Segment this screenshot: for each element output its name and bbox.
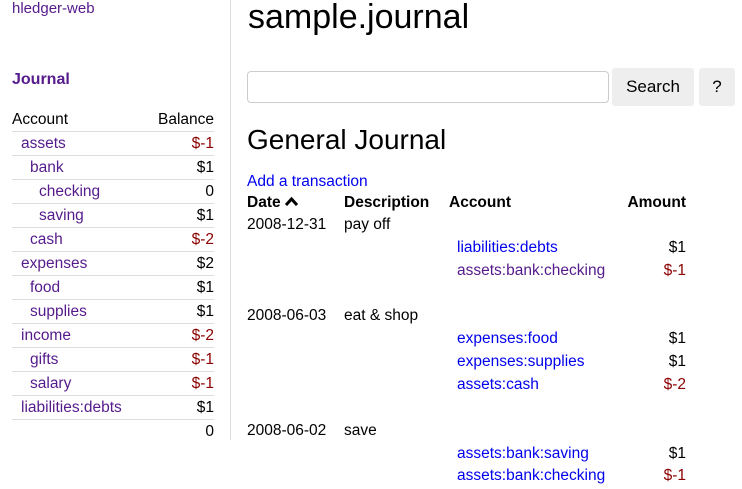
sidebar: hledger-web Journal Account Balance asse…: [0, 0, 231, 443]
transaction-date: 2008-06-03: [247, 307, 327, 325]
account-link[interactable]: income: [21, 326, 71, 344]
total-balance: 0: [145, 419, 214, 443]
account-balance: $1: [145, 275, 214, 300]
balance-header: Balance: [145, 108, 214, 132]
posting-amount: $-2: [663, 375, 686, 393]
account-link[interactable]: salary: [30, 374, 72, 392]
account-link[interactable]: supplies: [30, 302, 87, 320]
search-button[interactable]: Search: [612, 68, 694, 106]
account-balance: $1: [145, 299, 214, 324]
posting-account-link[interactable]: expenses:supplies: [457, 353, 585, 371]
account-link[interactable]: cash: [30, 230, 63, 248]
add-transaction-link[interactable]: Add a transaction: [247, 173, 368, 190]
account-row: assets $-1: [12, 131, 214, 156]
posting-account-link[interactable]: assets:cash: [457, 375, 539, 393]
posting-account-link[interactable]: assets:bank:saving: [457, 444, 589, 462]
account-header: Account: [12, 108, 146, 132]
search-input[interactable]: [247, 71, 609, 103]
posting-amount: $1: [668, 444, 686, 462]
account-row: saving $1: [12, 203, 214, 228]
chevron-up-icon: [284, 196, 299, 207]
posting-amount: $-1: [663, 467, 686, 485]
transaction-description: pay off: [344, 216, 391, 233]
total-label: [12, 419, 146, 443]
date-column-header[interactable]: Date: [247, 194, 299, 216]
description-column-header: Description: [344, 194, 430, 211]
account-balance: $-2: [145, 227, 214, 252]
account-link[interactable]: bank: [30, 158, 64, 176]
account-row: expenses $2: [12, 251, 214, 276]
account-row: checking 0: [12, 179, 214, 204]
posting-amount: $1: [668, 353, 686, 371]
account-row: food $1: [12, 275, 214, 300]
account-link[interactable]: gifts: [30, 350, 59, 368]
account-link[interactable]: assets: [21, 134, 66, 152]
account-row: gifts $-1: [12, 347, 214, 372]
account-link[interactable]: expenses: [21, 254, 88, 272]
transaction-description: eat & shop: [344, 307, 419, 325]
total-row: 0: [12, 419, 214, 443]
account-link[interactable]: food: [30, 278, 61, 296]
account-row: income $-2: [12, 323, 214, 348]
account-balance: $-2: [145, 323, 214, 348]
account-balance: $-1: [145, 131, 214, 156]
journal-link[interactable]: Journal: [12, 71, 70, 88]
transaction-description: save: [344, 421, 377, 439]
account-link[interactable]: checking: [39, 182, 101, 200]
journal-title: General Journal: [247, 124, 447, 155]
amount-column-header: Amount: [627, 194, 686, 211]
account-column-header: Account: [449, 194, 511, 211]
account-balance: 0: [145, 179, 214, 204]
posting-amount: $1: [668, 330, 686, 348]
page-title: sample.journal: [248, 0, 470, 36]
account-row: bank $1: [12, 155, 214, 180]
app-home-link[interactable]: hledger-web: [12, 0, 95, 17]
account-row: salary $-1: [12, 371, 214, 396]
account-balance: $1: [145, 155, 214, 180]
account-balance: $1: [145, 203, 214, 228]
account-row: liabilities:debts $1: [12, 395, 214, 420]
posting-amount: $1: [668, 239, 686, 256]
posting-account-link[interactable]: assets:bank:checking: [457, 261, 606, 279]
accounts-table: Account Balance assets $-1 bank $1 checking 0…: [12, 108, 214, 443]
date-header-label[interactable]: Date: [247, 194, 281, 211]
help-button[interactable]: ?: [699, 68, 735, 106]
account-link[interactable]: liabilities:debts: [21, 398, 122, 416]
posting-account-link[interactable]: liabilities:debts: [457, 239, 558, 256]
account-balance: $-1: [145, 347, 214, 372]
transaction-date: 2008-12-31: [247, 216, 327, 233]
transaction-date: 2008-06-02: [247, 421, 327, 439]
account-row: cash $-2: [12, 227, 214, 252]
posting-account-link[interactable]: expenses:food: [457, 330, 558, 348]
account-row: supplies $1: [12, 299, 214, 324]
posting-account-link[interactable]: assets:bank:checking: [457, 467, 606, 485]
account-balance: $2: [145, 251, 214, 276]
posting-amount: $-1: [663, 261, 686, 279]
account-balance: $-1: [145, 371, 214, 396]
account-link[interactable]: saving: [39, 206, 84, 224]
account-balance: $1: [145, 395, 214, 420]
